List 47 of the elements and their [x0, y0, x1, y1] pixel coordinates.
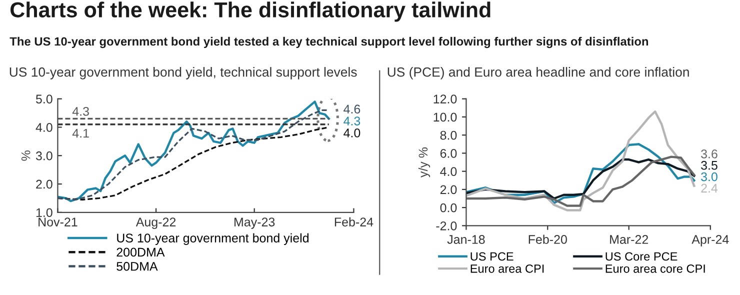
y-tick-label: 0.0	[440, 203, 457, 212]
y-tick-label: 1.0	[36, 208, 52, 218]
data-label: 3.0	[701, 172, 718, 182]
x-tick-label: Nov-21	[38, 218, 78, 226]
y-tick-label: 10.0	[434, 112, 457, 122]
chart-title: US (PCE) and Euro area headline and core inflation	[388, 67, 689, 80]
legend-label: US 10-year government bond yield	[117, 233, 308, 245]
legend-label: 200DMA	[116, 248, 165, 257]
y-tick-label: 8.0	[440, 130, 457, 140]
legend-label: US Core PCE	[606, 252, 678, 261]
legend-label: US PCE	[470, 252, 514, 261]
y-tick-label: 4.0	[36, 123, 52, 132]
y-tick-label: 2.0	[36, 180, 52, 189]
ref-line-label: 4.3	[72, 106, 89, 116]
x-tick-label: Jan-18	[447, 235, 485, 244]
y-tick-label: 12.0	[434, 94, 457, 104]
chart-title: US 10-year government bond yield, technical support levels	[10, 67, 357, 80]
y-tick-label: 4.0	[440, 167, 457, 176]
y-tick-label: 2.0	[440, 185, 457, 194]
data-label: 4.0	[344, 128, 360, 138]
data-label: 3.5	[701, 160, 718, 170]
legend-label: 50DMA	[116, 262, 158, 271]
data-label: 4.6	[344, 104, 360, 114]
x-tick-label: Apr-24	[692, 235, 729, 246]
line-series	[466, 158, 696, 200]
text: The US 10-year government bond yield tested a key technical support level following further signs of disinflation	[10, 36, 648, 48]
data-label: 2.4	[701, 184, 718, 192]
x-tick-label: May-23	[234, 218, 275, 229]
line-series	[466, 143, 696, 204]
y-tick-label: -2.0	[436, 221, 457, 230]
legend-label: Euro area core CPI	[606, 264, 705, 273]
text: Charts of the week: The disinflationary tailwind	[10, 2, 490, 22]
data-label: 4.3	[344, 116, 360, 126]
x-tick-label: Feb-24	[334, 217, 374, 226]
x-tick-label: Feb-20	[528, 234, 567, 244]
data-label: 3.6	[701, 150, 718, 158]
y-tick-label: 6.0	[440, 148, 457, 158]
y-axis-title: %	[21, 150, 30, 161]
y-axis-title: y/y %	[418, 147, 430, 178]
x-tick-label: Aug-22	[136, 218, 176, 229]
ref-line-label: 4.1	[72, 128, 89, 138]
y-tick-label: 3.0	[36, 151, 52, 160]
line-series	[466, 156, 696, 207]
line-series	[466, 110, 696, 212]
x-tick-label: Mar-22	[610, 235, 648, 244]
y-tick-label: 5.0	[36, 94, 52, 104]
legend-label: Euro area CPI	[470, 264, 544, 273]
